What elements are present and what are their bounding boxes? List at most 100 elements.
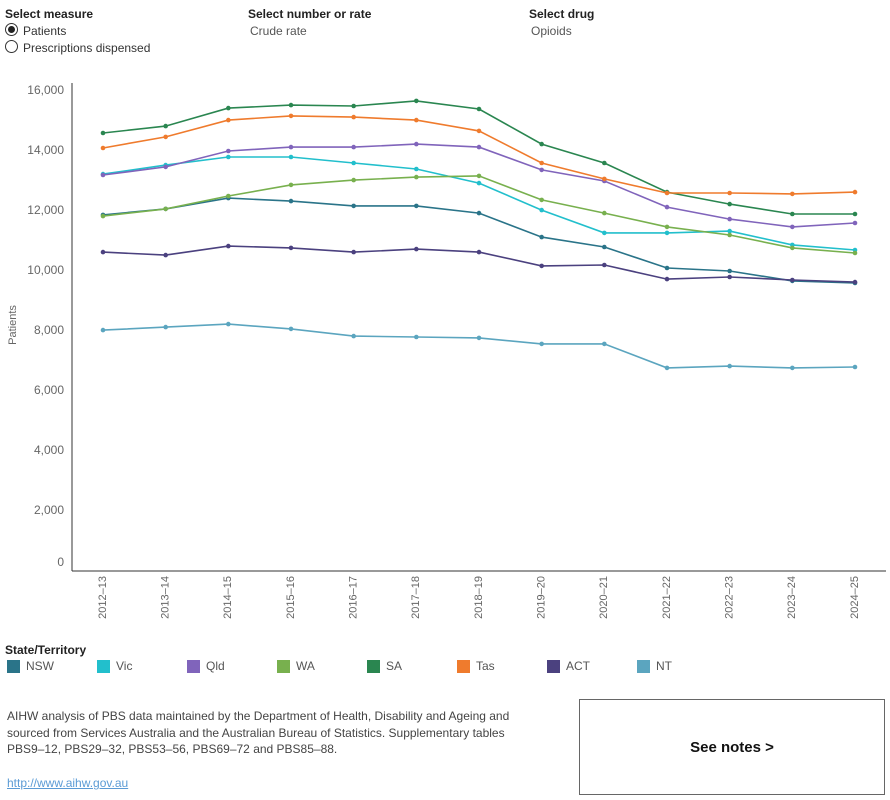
data-point	[539, 207, 544, 213]
data-point	[163, 206, 168, 212]
data-point	[351, 249, 356, 255]
x-tick-label: 2012–13	[97, 576, 109, 619]
data-point	[476, 144, 482, 150]
legend-label: NT	[656, 659, 673, 673]
legend-label: Tas	[476, 659, 495, 673]
legend-swatch	[187, 660, 200, 673]
dropdown-value[interactable]: Opioids	[531, 24, 572, 38]
data-point	[539, 167, 544, 173]
chart: Patients State/Territory 0 2,000 4,000 6,00…	[5, 83, 886, 673]
data-point	[414, 141, 419, 147]
data-point	[100, 145, 106, 151]
y-tick-label: 6,000	[34, 383, 64, 397]
legend-swatch	[457, 660, 470, 673]
y-tick-label: 4,000	[34, 443, 64, 457]
x-tick-label: 2013–14	[160, 576, 172, 619]
data-point	[226, 148, 231, 154]
data-point	[727, 232, 732, 238]
data-point	[602, 160, 607, 166]
data-point	[602, 341, 607, 347]
data-point	[226, 105, 231, 111]
y-tick-label: 8,000	[34, 323, 64, 337]
data-point	[790, 245, 795, 251]
dropdown-value[interactable]: Crude rate	[250, 24, 307, 38]
data-point	[351, 203, 356, 209]
data-point	[539, 234, 544, 240]
data-point	[539, 141, 544, 147]
see-notes-button[interactable]: See notes >	[579, 699, 885, 795]
data-point	[852, 220, 858, 226]
data-point	[727, 216, 732, 222]
data-point	[288, 144, 294, 150]
data-point	[226, 117, 231, 123]
x-tick-label: 2014–15	[222, 576, 234, 619]
data-point	[852, 364, 858, 370]
legend-label: Qld	[206, 659, 225, 673]
data-point	[539, 197, 544, 203]
legend-swatch	[547, 660, 560, 673]
legend-label: WA	[296, 659, 315, 673]
legend-swatch	[7, 660, 20, 673]
x-tick-label: 2024–25	[849, 576, 861, 619]
data-point	[100, 213, 106, 219]
link[interactable]: http://www.aihw.gov.au	[7, 776, 129, 790]
data-point	[100, 130, 106, 136]
data-point	[226, 321, 231, 327]
data-point	[288, 326, 294, 332]
data-point	[414, 117, 419, 123]
data-point	[727, 201, 732, 207]
data-point	[288, 102, 294, 108]
data-point	[664, 265, 670, 271]
x-tick-label: 2019–20	[536, 576, 548, 619]
data-point	[414, 98, 419, 104]
data-point	[727, 274, 732, 280]
data-point	[351, 103, 356, 109]
data-point	[852, 211, 858, 217]
data-point	[288, 113, 294, 119]
legend-label: SA	[386, 659, 402, 673]
control-label: Select measure	[5, 7, 94, 21]
data-point	[351, 177, 356, 183]
data-point	[664, 204, 670, 210]
data-point	[476, 210, 482, 216]
data-point	[727, 363, 732, 369]
data-point	[852, 279, 858, 285]
data-point	[852, 189, 858, 195]
x-tick-label: 2020–21	[598, 576, 610, 619]
data-point	[602, 244, 607, 250]
data-point	[163, 324, 168, 330]
legend-label: ACT	[566, 659, 591, 673]
data-point	[414, 166, 419, 172]
data-point	[351, 114, 356, 120]
data-point	[414, 334, 419, 340]
data-point	[476, 249, 482, 255]
y-tick-label: 0	[57, 555, 64, 569]
data-point	[602, 210, 607, 216]
data-point	[163, 164, 168, 170]
data-point	[476, 180, 482, 186]
y-axis-label: Patients	[7, 305, 19, 345]
data-point	[602, 262, 607, 268]
series-line	[102, 100, 855, 215]
data-point	[790, 211, 795, 217]
data-point	[226, 243, 231, 249]
series-line	[102, 156, 856, 251]
control-label: Select number or rate	[248, 7, 372, 21]
radio-option[interactable]: Prescriptions dispensed	[3, 40, 150, 55]
data-point	[539, 263, 544, 269]
source-line: sourced from Services Australia and the …	[7, 725, 505, 740]
x-tick-label: 2016–17	[348, 576, 360, 619]
x-tick-label: 2021–22	[661, 576, 673, 619]
control-label: Select drug	[529, 7, 595, 21]
data-point	[476, 106, 482, 112]
data-point	[163, 134, 168, 140]
data-point	[790, 365, 795, 371]
radio-option[interactable]: Patients	[3, 23, 66, 38]
data-point	[664, 276, 670, 282]
series-line	[102, 323, 856, 369]
x-tick-label: 2023–24	[786, 576, 798, 619]
data-point	[664, 190, 670, 196]
data-point	[163, 123, 168, 129]
data-point	[602, 176, 607, 182]
data-point	[727, 228, 732, 234]
